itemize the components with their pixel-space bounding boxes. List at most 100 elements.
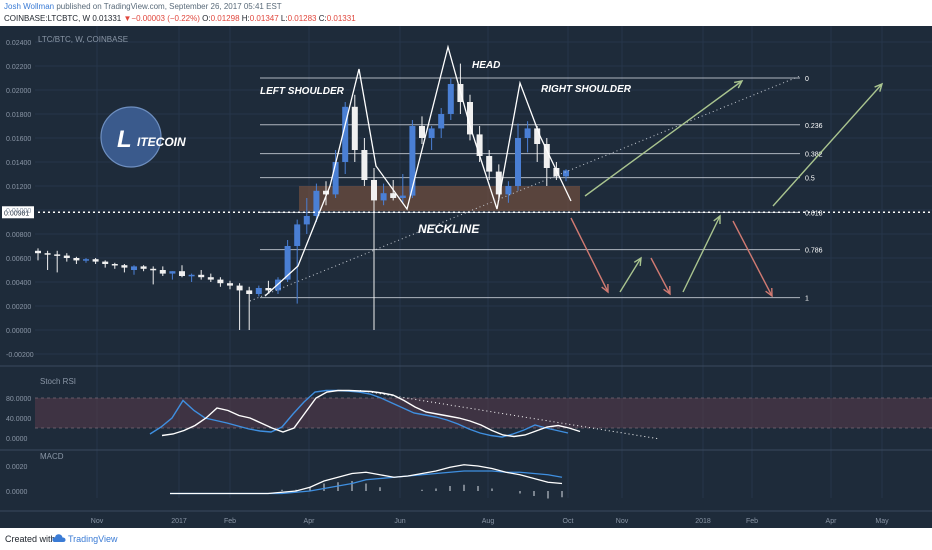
candle-body bbox=[323, 190, 329, 195]
stoch-rsi-title: Stoch RSI bbox=[40, 377, 76, 386]
candle-body bbox=[342, 106, 349, 162]
chart-canvas[interactable]: 0 0.236 0.382 0.5 0.618 0.786 1 0.00981 0.0240… bbox=[0, 26, 932, 528]
candle-body bbox=[505, 186, 512, 195]
label-left-shoulder: LEFT SHOULDER bbox=[260, 86, 345, 97]
candle-body bbox=[438, 114, 445, 129]
macd-line bbox=[170, 464, 563, 495]
x-tick-label: Oct bbox=[563, 518, 574, 525]
y-tick-label: 0.00000 bbox=[6, 328, 31, 335]
candle-body bbox=[447, 84, 454, 114]
candle-body bbox=[121, 265, 128, 268]
publish-line: Josh Wollman published on TradingView.co… bbox=[4, 1, 282, 12]
chart-area[interactable]: 0 0.236 0.382 0.5 0.618 0.786 1 0.00981 0.0240… bbox=[0, 26, 932, 528]
open-label: O: bbox=[202, 14, 211, 23]
grid-layer bbox=[0, 26, 932, 512]
neckline-zone bbox=[299, 186, 580, 211]
author-name[interactable]: Josh Wollman bbox=[4, 2, 55, 11]
candle-body bbox=[63, 255, 70, 258]
macd-y-tick-label: 0.0000 bbox=[6, 489, 28, 496]
projection-arrow-green bbox=[682, 215, 721, 293]
candle-body bbox=[207, 277, 214, 280]
tradingview-cloud-icon bbox=[52, 534, 66, 542]
stoch-y-tick-label: 80.0000 bbox=[6, 396, 31, 403]
symbol-label: COINBASE:LTCBTC, W bbox=[4, 14, 91, 23]
projection-arrow-green bbox=[772, 83, 883, 207]
candle-body bbox=[428, 128, 435, 138]
open-value: 0.01298 bbox=[210, 14, 240, 23]
candle-body bbox=[563, 170, 569, 177]
candle-layer bbox=[35, 63, 569, 330]
y-tick-label: 0.01600 bbox=[6, 136, 31, 143]
stoch-k-line bbox=[161, 389, 581, 438]
candle-body bbox=[131, 266, 137, 270]
published-text: published on TradingView.com, September … bbox=[56, 2, 282, 11]
candle-body bbox=[409, 126, 416, 196]
candle-body bbox=[73, 258, 80, 261]
stoch-rsi-pane bbox=[35, 389, 932, 440]
close-label: C: bbox=[318, 14, 327, 23]
x-tick-label: Feb bbox=[746, 518, 758, 525]
candle-body bbox=[332, 162, 339, 195]
projection-arrow-green-head bbox=[713, 214, 721, 225]
candle-body bbox=[227, 283, 233, 286]
ohlc-line: COINBASE:LTCBTC, W 0.01331 ▼−0.00003 (−0… bbox=[4, 13, 356, 24]
fib-level-label: 0.618 bbox=[805, 210, 823, 217]
candle-body bbox=[140, 266, 147, 269]
candle-body bbox=[476, 134, 483, 156]
projection-arrow-red-head bbox=[601, 283, 609, 294]
chart-header: Josh Wollman published on TradingView.co… bbox=[0, 0, 932, 26]
candle-body bbox=[35, 250, 41, 254]
last-price: 0.01331 bbox=[92, 14, 122, 23]
x-tick-label: Feb bbox=[224, 518, 236, 525]
logo-letter: L bbox=[117, 126, 132, 153]
candle-body bbox=[92, 259, 99, 262]
candle-body bbox=[399, 195, 406, 198]
tradingview-brand[interactable]: TradingView bbox=[68, 534, 118, 544]
y-tick-label: -0.00200 bbox=[6, 352, 34, 359]
axis-layer: 0.02400 0.02200 0.02000 0.01800 0.01600 0.014… bbox=[6, 40, 889, 525]
fib-level-label: 0.5 bbox=[805, 176, 815, 183]
annotation-layer: LTC/BTC, W, COINBASE LEFT SHOULDER HEAD … bbox=[38, 35, 632, 461]
projection-arrow-red bbox=[650, 257, 671, 295]
litecoin-logo-circle bbox=[100, 106, 162, 168]
candle-body bbox=[179, 271, 185, 276]
y-tick-label: 0.00800 bbox=[6, 232, 31, 239]
x-tick-label: 2017 bbox=[171, 518, 187, 525]
y-tick-label: 0.02000 bbox=[6, 88, 31, 95]
footer: Created with TradingView bbox=[0, 528, 932, 550]
price-label-text: 0.00981 bbox=[4, 210, 29, 217]
macd-y-tick-label: 0.0020 bbox=[6, 464, 28, 471]
x-tick-label: Jun bbox=[394, 518, 405, 525]
y-tick-label: 0.00400 bbox=[6, 280, 31, 287]
neckline-zone-layer bbox=[299, 186, 580, 211]
fib-level-label: 0.786 bbox=[805, 248, 823, 255]
y-tick-label: 0.01400 bbox=[6, 160, 31, 167]
x-tick-label: May bbox=[875, 518, 889, 525]
candle-body bbox=[169, 271, 176, 274]
stoch-y-tick-label: 0.0000 bbox=[6, 436, 28, 443]
stoch-band bbox=[35, 398, 932, 428]
candle-body bbox=[553, 168, 560, 177]
logo-text: ITECOIN bbox=[137, 135, 186, 149]
candle-body bbox=[351, 106, 358, 150]
projection-arrow-red-head bbox=[765, 287, 773, 298]
x-tick-label: Nov bbox=[616, 518, 629, 525]
price-change: −0.00003 (−0.22%) bbox=[131, 14, 200, 23]
projection-arrow-green bbox=[584, 80, 743, 197]
candle-body bbox=[111, 264, 118, 266]
projection-arrow-red-head bbox=[663, 285, 671, 296]
candle-body bbox=[255, 288, 262, 294]
candle-body bbox=[313, 190, 320, 216]
candle-body bbox=[265, 288, 272, 291]
macd-pane bbox=[170, 464, 563, 499]
stoch-y-tick-label: 40.0000 bbox=[6, 416, 31, 423]
candle-body bbox=[419, 126, 425, 138]
litecoin-logo: L ITECOIN bbox=[100, 106, 186, 168]
fib-level-label: 0 bbox=[805, 76, 809, 83]
candle-body bbox=[236, 285, 243, 291]
fib-level-label: 1 bbox=[805, 296, 809, 303]
x-tick-label: Nov bbox=[91, 518, 104, 525]
candle-body bbox=[390, 193, 397, 198]
high-label: H: bbox=[241, 14, 250, 23]
x-tick-label: Apr bbox=[826, 518, 838, 525]
